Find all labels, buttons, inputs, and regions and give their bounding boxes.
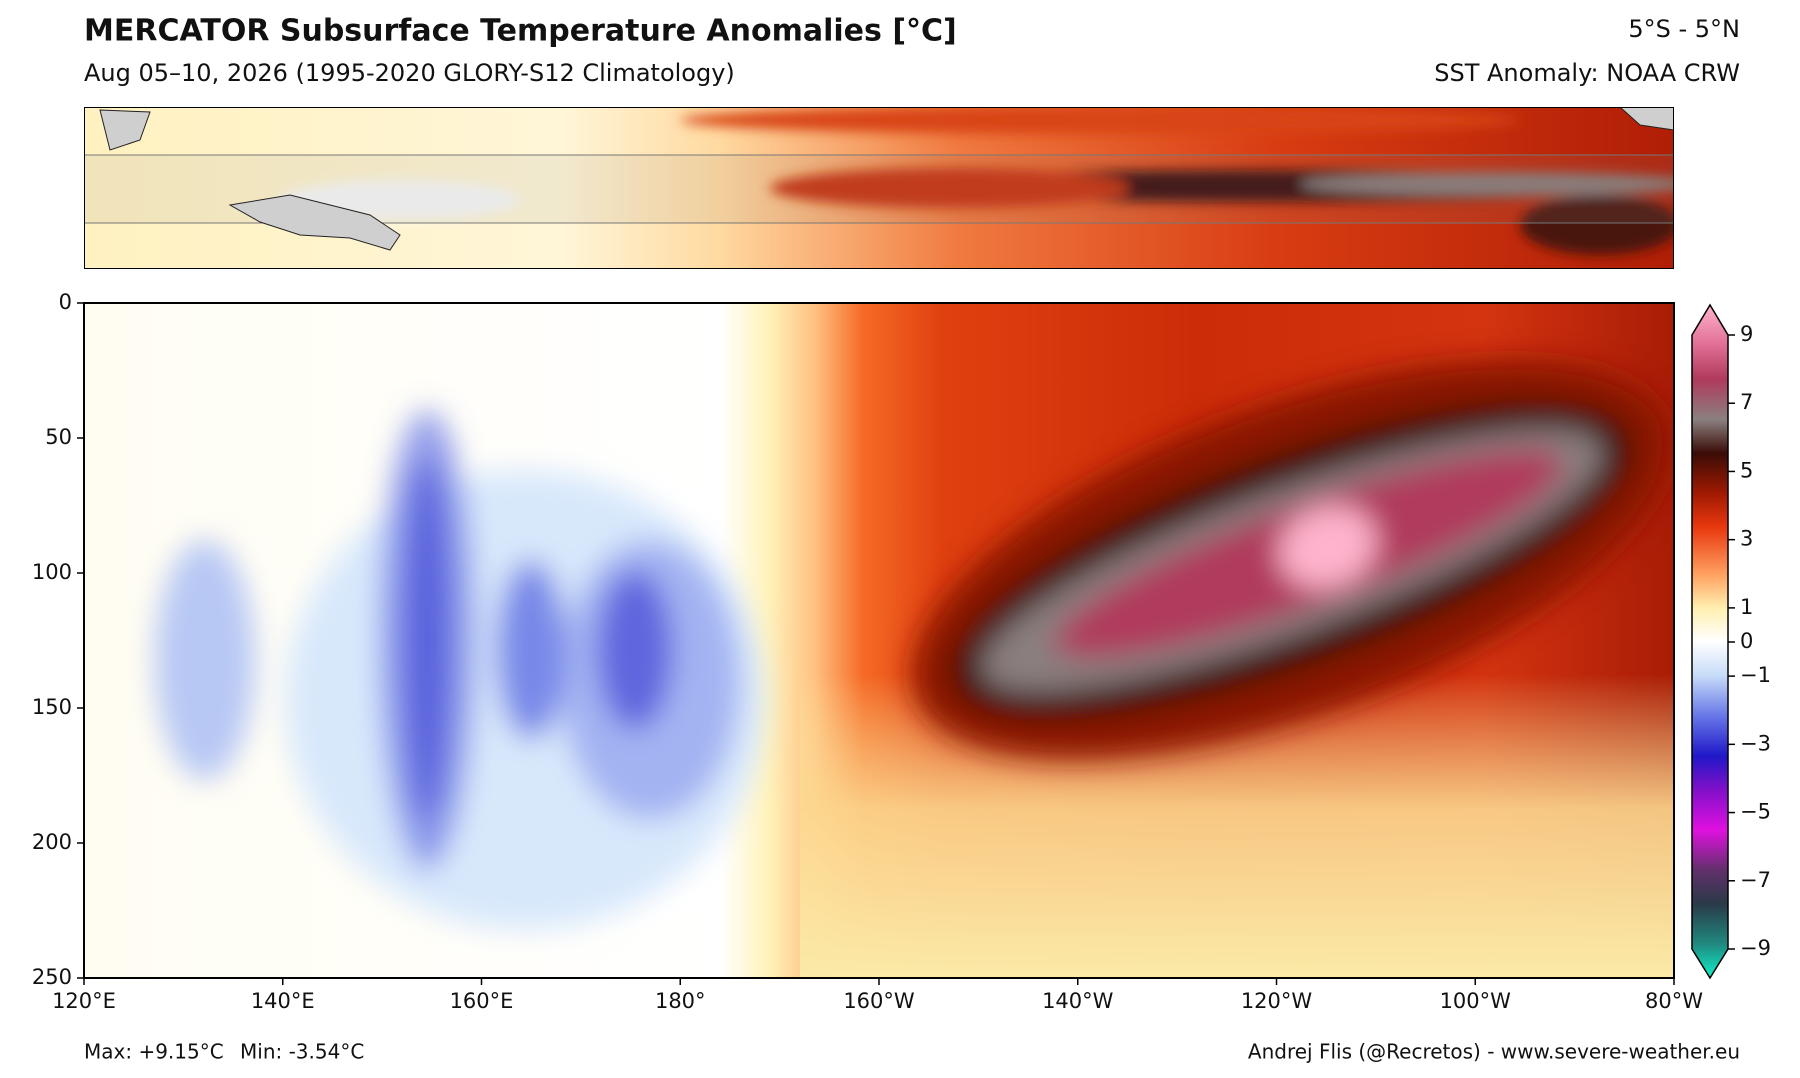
colorbar-tick-label: 3 [1740,527,1753,551]
sst-map [84,107,1674,269]
colorbar-tick-label: −1 [1740,663,1771,687]
x-tick-label: 160°W [843,989,915,1013]
x-tick-label: 100°W [1440,989,1512,1013]
colorbar-tick-label: −9 [1740,936,1771,960]
x-tick-label: 140°W [1042,989,1114,1013]
y-tick-label: 50 [45,425,72,449]
anomaly-field [84,303,1674,978]
y-tick-label: 200 [32,830,72,854]
x-tick-label: 180° [655,989,706,1013]
max-label: Max: +9.15°C [84,1040,224,1064]
y-tick-label: 250 [32,965,72,989]
y-tick-label: 150 [32,695,72,719]
colorbar-tick-label: 7 [1740,390,1753,414]
x-tick-label: 160°E [450,989,514,1013]
chart-title: MERCATOR Subsurface Temperature Anomalie… [84,14,957,49]
y-tick-label: 100 [32,560,72,584]
colorbar-tick-label: 9 [1740,322,1753,346]
x-tick-label: 80°W [1645,989,1703,1013]
y-tick-label: 0 [59,290,72,314]
min-label: Min: -3.54°C [240,1040,364,1064]
colorbar [1691,303,1729,980]
x-tick-label: 140°E [251,989,315,1013]
colorbar-tick-label: 0 [1740,629,1753,653]
x-tick-label: 120°E [52,989,116,1013]
colorbar-tick-label: −7 [1740,868,1771,892]
colorbar-tick-label: −3 [1740,731,1771,755]
subtitle: Aug 05–10, 2026 (1995-2020 GLORY-S12 Cli… [84,59,735,87]
region-label: 5°S - 5°N [1628,15,1740,43]
credit: Andrej Flis (@Recretos) - www.severe-wea… [1248,1040,1740,1064]
colorbar-tick-label: 1 [1740,595,1753,619]
x-tick-label: 120°W [1241,989,1313,1013]
colorbar-tick-label: −5 [1740,800,1771,824]
colorbar-tick-label: 5 [1740,458,1753,482]
sst-source: SST Anomaly: NOAA CRW [1434,59,1740,87]
